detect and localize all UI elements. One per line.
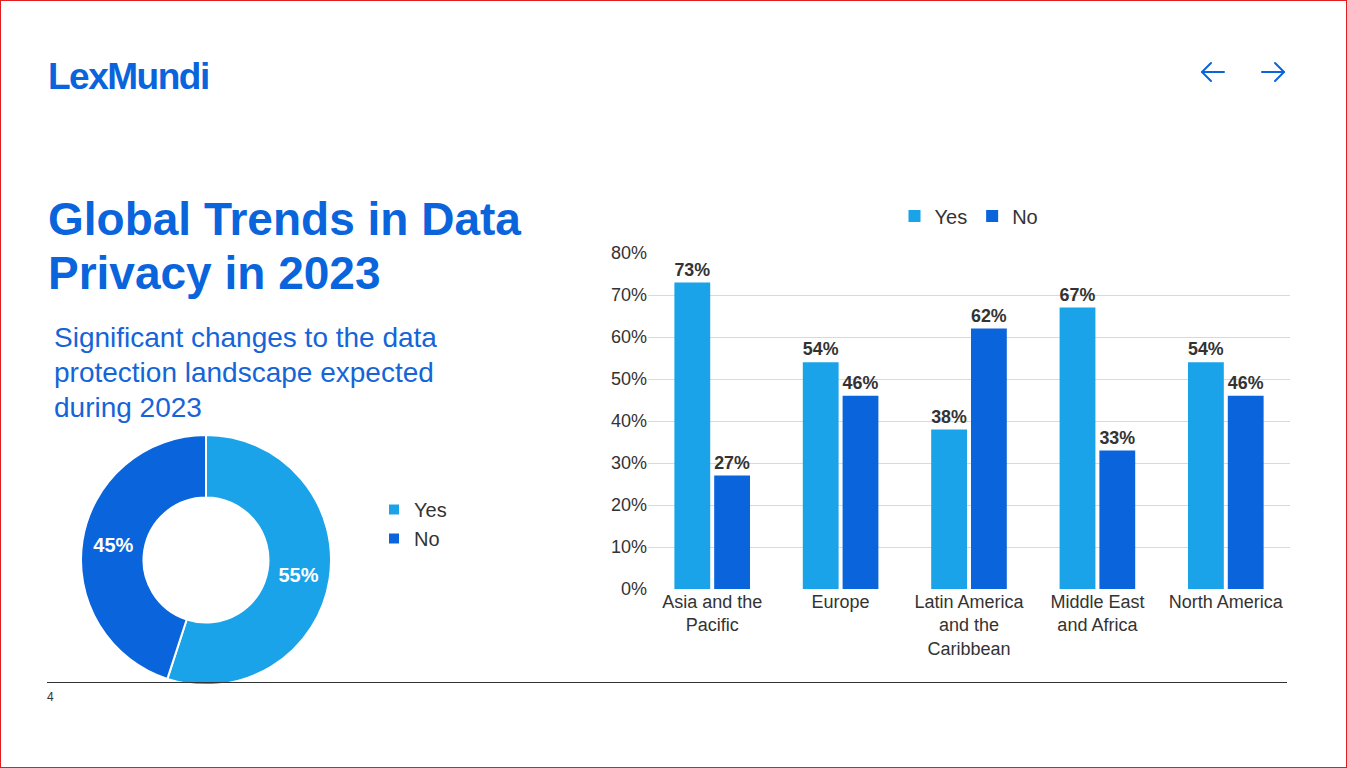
html-text:LexMundi: LexMundi <box>48 56 209 97</box>
svg-text:0%: 0% <box>621 579 647 599</box>
svg-text:40%: 40% <box>611 411 647 431</box>
svg-text:27%: 27% <box>714 453 750 473</box>
svg-text:80%: 80% <box>611 243 647 263</box>
svg-text:No: No <box>1012 206 1038 228</box>
svg-text:67%: 67% <box>1060 285 1096 305</box>
svg-text:54%: 54% <box>1188 339 1224 359</box>
svg-text:73%: 73% <box>674 260 710 280</box>
svg-text:46%: 46% <box>1228 373 1264 393</box>
svg-text:Latin Americaand theCaribbean: Latin Americaand theCaribbean <box>914 592 1024 659</box>
svg-text:70%: 70% <box>611 285 647 305</box>
svg-text:20%: 20% <box>611 495 647 515</box>
svg-text:60%: 60% <box>611 327 647 347</box>
svg-text:54%: 54% <box>803 339 839 359</box>
html-text:Global Trends in Data Privacy: Global Trends in Data Privacy in 2023 <box>48 193 521 299</box>
svg-text:Asia and thePacific: Asia and thePacific <box>662 592 762 635</box>
html-text:4: 4 <box>47 690 54 704</box>
svg-text:55%: 55% <box>278 564 318 586</box>
svg-text:38%: 38% <box>931 407 967 427</box>
svg-text:30%: 30% <box>611 453 647 473</box>
svg-text:Europe: Europe <box>812 592 870 612</box>
svg-text:50%: 50% <box>611 369 647 389</box>
svg-text:10%: 10% <box>611 537 647 557</box>
svg-text:Middle Eastand Africa: Middle Eastand Africa <box>1050 592 1144 635</box>
svg-text:33%: 33% <box>1099 428 1135 448</box>
svg-text:62%: 62% <box>971 306 1007 326</box>
html-text:Significant changes to the dat: Significant changes to the data protecti… <box>54 322 437 423</box>
svg-text:46%: 46% <box>843 373 879 393</box>
svg-text:No: No <box>414 528 440 550</box>
svg-text:Yes: Yes <box>935 206 968 228</box>
svg-text:45%: 45% <box>93 534 133 556</box>
svg-text:Yes: Yes <box>414 499 447 521</box>
svg-text:North America: North America <box>1169 592 1284 612</box>
